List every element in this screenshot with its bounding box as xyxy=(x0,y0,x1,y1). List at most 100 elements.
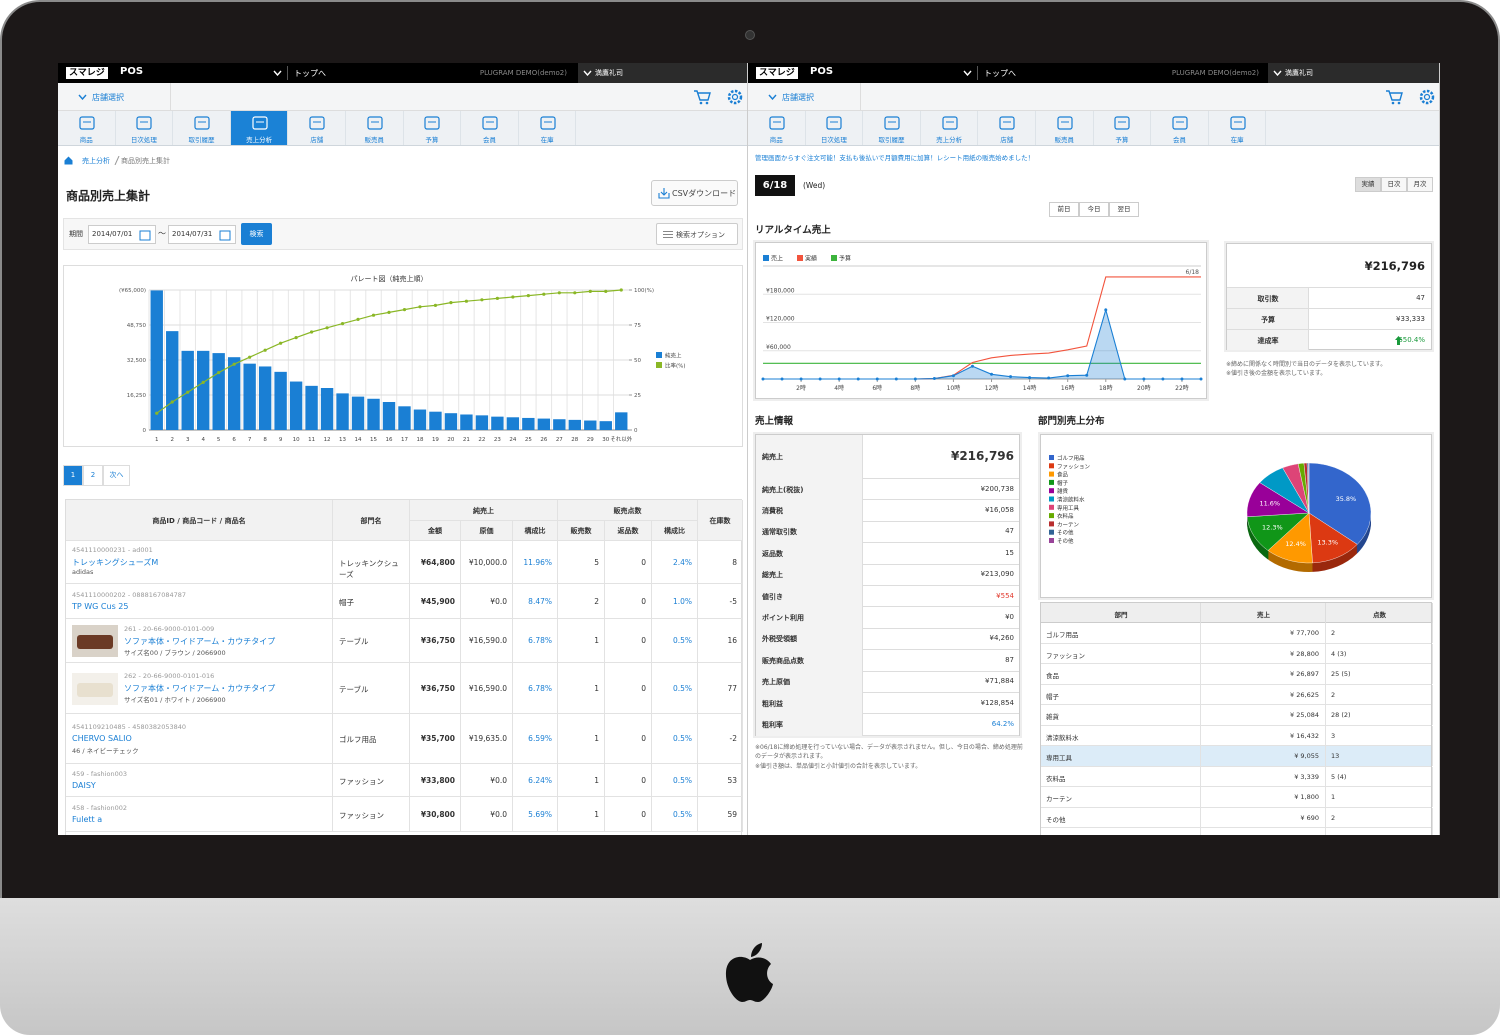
dept-cell xyxy=(1326,766,1433,787)
product-cell: 459 - fashion003 DAISY xyxy=(66,764,333,797)
options-button[interactable]: 検索オプション xyxy=(656,223,738,245)
x-tick-label: 21 xyxy=(463,437,470,443)
page-link[interactable]: 1 xyxy=(63,465,83,486)
search-button[interactable]: 検索 xyxy=(241,223,272,245)
info-label: 粗利率 xyxy=(762,721,783,730)
summary-row: 予算 ¥33,333 xyxy=(1227,308,1431,329)
bar xyxy=(305,385,318,430)
header-cell: 商品ID / 商品コード / 商品名 xyxy=(66,500,333,541)
date-input[interactable]: 2014/07/01 xyxy=(88,225,156,244)
table-cell: 0.5% xyxy=(652,619,698,663)
section-title: 売上情報 xyxy=(755,416,794,427)
ratio-point xyxy=(604,289,608,293)
page-link[interactable]: 次へ xyxy=(103,465,130,486)
up-arrow xyxy=(1395,336,1402,345)
dept-cell xyxy=(1201,828,1326,835)
cell-value: テーブル xyxy=(339,637,369,646)
view-toggle[interactable]: 実績 xyxy=(1355,177,1381,192)
cell-value: 16 xyxy=(727,636,737,645)
x-tick-label: 28 xyxy=(571,437,578,443)
day-nav[interactable]: 今日 xyxy=(1079,202,1109,217)
cell-value: 8 xyxy=(732,557,737,567)
dept-value: 4 (3) xyxy=(1331,649,1347,658)
product-code: 458 - fashion002 xyxy=(72,803,127,812)
menu-icon-shape xyxy=(1057,116,1073,130)
date-input[interactable]: 2014/07/31 xyxy=(168,225,236,244)
sales-point xyxy=(1142,377,1146,381)
dept-row: その他 ¥ 690 2 xyxy=(1041,807,1433,828)
summary-label-cell xyxy=(1227,330,1309,350)
menu-label: 商品 xyxy=(79,136,93,144)
product-code: 262 - 20-66-9000-0101-016 xyxy=(124,672,215,680)
menu-icon-shape xyxy=(941,116,958,130)
sales-point xyxy=(1028,376,1032,380)
chevron xyxy=(1273,70,1282,76)
dept-value: ¥ 9,055 xyxy=(1294,752,1319,760)
dept-row: 清涼飲料水 ¥ 16,432 3 xyxy=(1041,725,1433,746)
menu-bar: 商品 日次処理 取引履歴 売上分析 店舗 販売員 予算 会員 在庫 xyxy=(58,111,747,146)
dept-cell xyxy=(1041,643,1201,664)
ratio-point xyxy=(588,289,592,293)
dept-value: ¥ 3,339 xyxy=(1294,772,1319,781)
table-cell: 5 xyxy=(558,541,605,584)
product-name: Fulett a xyxy=(72,814,103,824)
dept-cell xyxy=(1041,807,1201,828)
page-link[interactable]: 2 xyxy=(83,465,103,486)
y-tick-label: ¥60,000 xyxy=(766,344,791,351)
menu-icon-shape xyxy=(769,116,785,130)
info-label: 総売上 xyxy=(762,571,783,580)
bar xyxy=(537,418,551,430)
csv-button[interactable]: CSVダウンロード xyxy=(651,180,738,206)
pie-label: 12.3% xyxy=(1262,524,1283,532)
table-cell: ¥16,590.0 xyxy=(461,663,513,714)
cell-value: -5 xyxy=(729,596,737,606)
table-cell: ¥0.0 xyxy=(461,797,513,832)
cell-value: 0.5% xyxy=(672,775,692,785)
x-tick-label: 15 xyxy=(370,437,377,443)
apple-leaf xyxy=(751,943,762,957)
chevron-line xyxy=(768,94,777,100)
menu-label: 店舗 xyxy=(1000,136,1014,144)
gear-icon xyxy=(727,89,743,105)
legend-swatch xyxy=(656,352,662,358)
dept-row: 雑貨 ¥ 25,084 28 (2) xyxy=(1041,705,1433,726)
dept-header: 部門 売上 点数 xyxy=(1041,603,1433,623)
view-toggle[interactable]: 月次 xyxy=(1407,177,1433,192)
menu-icon xyxy=(1057,116,1073,130)
x-tick-label: 1 xyxy=(155,437,159,443)
view-toggle[interactable]: 日次 xyxy=(1381,177,1407,192)
y-tick-label: 48,750 xyxy=(127,323,147,329)
dept-value: 3 xyxy=(1331,731,1336,740)
dept-cell xyxy=(1201,766,1326,787)
day-nav[interactable]: 翌日 xyxy=(1109,202,1139,217)
sales-point xyxy=(799,377,803,381)
ratio-point xyxy=(511,295,515,299)
bar xyxy=(336,393,349,430)
product-sub: adidas xyxy=(72,568,94,576)
menu-label: 商品 xyxy=(769,136,783,144)
cell-value: ¥30,800 xyxy=(420,809,455,819)
dept-value: 専用工具 xyxy=(1046,754,1072,762)
legend-label: 比率(%) xyxy=(665,362,686,370)
y2-tick-label: 100(%) xyxy=(634,288,654,294)
day-nav[interactable]: 前日 xyxy=(1049,202,1079,217)
table-cell: 6.59% xyxy=(513,714,558,764)
y-tick-label: ¥120,000 xyxy=(766,316,795,323)
sales-area xyxy=(763,309,1201,379)
dept-header-cell xyxy=(1326,603,1433,623)
legend-swatch xyxy=(797,255,803,261)
info-row: 粗利益 ¥128,854 xyxy=(756,693,1019,715)
note: ※締めに関係なく時間別で当日のデータを表示しています。 xyxy=(1226,361,1387,368)
menu-icon-shape xyxy=(482,116,498,130)
range-separator: ～ xyxy=(158,229,166,238)
info-row: 純売上(税抜) ¥200,738 xyxy=(756,479,1019,501)
cart-shape xyxy=(1386,90,1403,101)
dept-cell xyxy=(1326,623,1433,643)
info-value: ¥4,260 xyxy=(989,634,1015,643)
realtime-box: 売上 実績 予算 ¥60,000 ¥120,000 ¥180,000 2時 4時 6時 8時 10時… xyxy=(755,242,1207,399)
options-label: 検索オプション xyxy=(676,231,725,239)
table-cell: ¥35,700 xyxy=(410,714,461,764)
ratio-point xyxy=(464,299,469,303)
legend-label: 実績 xyxy=(805,255,817,263)
dept-cell xyxy=(1326,643,1433,664)
